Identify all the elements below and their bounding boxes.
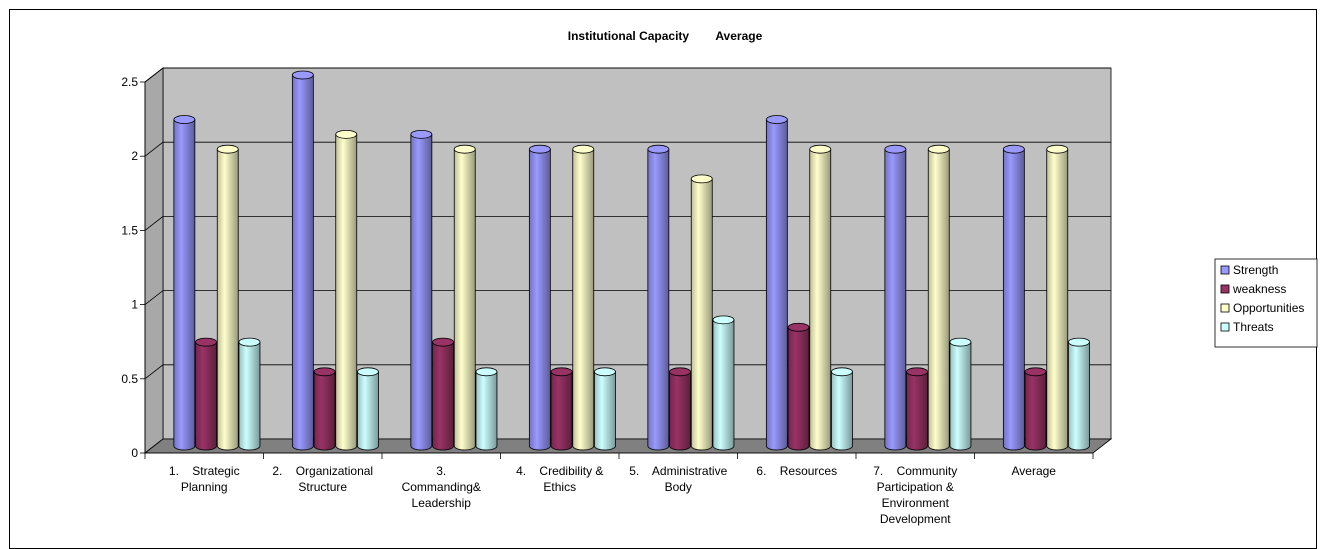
y-tick-label: 2.5 — [121, 75, 138, 89]
bar-top-opportunities-7 — [927, 144, 950, 154]
legend-swatch — [1220, 322, 1230, 332]
bar-top-strength-5 — [647, 144, 670, 154]
bar-top-weakness-1 — [195, 337, 217, 347]
bar-top-threats-4 — [594, 367, 616, 377]
bar-weakness-6 — [787, 326, 810, 451]
x-category-label: 2. Organizational Structure — [272, 464, 373, 494]
bar-opportunities-5 — [690, 178, 713, 451]
x-category-label: 1. Strategic Planning — [169, 464, 240, 494]
bar-opportunities-3 — [453, 148, 476, 451]
legend-box — [1214, 258, 1318, 348]
bar-top-opportunities-5 — [690, 174, 713, 184]
bar-strength-7 — [884, 148, 907, 451]
bar-top-strength-8 — [1002, 144, 1025, 154]
bar-top-strength-2 — [291, 70, 314, 80]
y-tick-label: 0.5 — [121, 372, 138, 386]
bar-strength-4 — [528, 148, 551, 451]
bar-weakness-1 — [195, 341, 217, 451]
chart-side-wall — [144, 67, 164, 454]
y-tick-label: 1.5 — [121, 223, 138, 237]
bar-top-opportunities-3 — [453, 144, 476, 154]
bar-opportunities-7 — [927, 148, 950, 451]
bar-weakness-5 — [669, 371, 691, 451]
gridline — [144, 67, 1111, 83]
bar-top-weakness-7 — [906, 367, 928, 377]
legend-label: Strength — [1233, 263, 1278, 277]
bar-top-strength-1 — [173, 115, 196, 124]
bar-top-weakness-2 — [313, 367, 336, 377]
legend-swatch — [1220, 303, 1230, 313]
bar-top-threats-6 — [831, 367, 853, 377]
legend-swatch — [1220, 284, 1230, 294]
bar-top-strength-3 — [410, 129, 433, 139]
bar-top-threats-5 — [712, 315, 735, 325]
bar-opportunities-1 — [216, 148, 239, 451]
bar-weakness-7 — [906, 371, 928, 451]
bar-top-strength-6 — [765, 115, 788, 124]
x-category-label: 6. Resources — [756, 464, 837, 478]
legend-swatch — [1220, 265, 1230, 275]
bar-threats-6 — [831, 371, 853, 451]
gridline — [144, 215, 1111, 231]
bar-top-weakness-6 — [787, 322, 810, 332]
bar-top-threats-1 — [238, 337, 261, 347]
gridline — [144, 141, 1111, 157]
bar-strength-6 — [765, 119, 788, 451]
y-tick-label: 2 — [131, 149, 138, 163]
bar-threats-3 — [475, 371, 498, 451]
bar-top-strength-4 — [528, 144, 551, 154]
bar-top-weakness-3 — [432, 337, 454, 347]
bar-opportunities-4 — [572, 148, 595, 451]
x-category-label: 3. Commanding& Leadership — [402, 464, 481, 510]
bar-threats-5 — [712, 319, 735, 451]
bar-top-threats-2 — [357, 367, 379, 377]
x-category-label: 7. Community Participation & Environment De… — [873, 464, 957, 526]
bar-strength-3 — [410, 133, 433, 451]
bar-top-opportunities-1 — [216, 144, 239, 154]
bar-top-opportunities-6 — [809, 144, 832, 154]
bar-opportunities-6 — [809, 148, 832, 451]
bar-top-threats-3 — [475, 367, 498, 377]
bar-strength-8 — [1002, 148, 1025, 451]
bar-strength-1 — [173, 119, 196, 451]
bar-top-threats-8 — [1068, 337, 1090, 347]
bar-threats-2 — [357, 371, 379, 451]
bar-strength-2 — [291, 74, 314, 451]
legend-label: Threats — [1233, 320, 1274, 334]
bar-strength-5 — [647, 148, 670, 451]
x-category-label: 4. Credibility & Ethics — [516, 464, 603, 494]
bar-threats-1 — [238, 341, 261, 451]
bar-weakness-8 — [1024, 371, 1047, 451]
legend-label: Opportunities — [1233, 301, 1304, 315]
bar-opportunities-2 — [335, 133, 358, 451]
bar-top-strength-7 — [884, 144, 907, 154]
bar-top-weakness-8 — [1024, 367, 1047, 377]
bar-threats-8 — [1068, 341, 1090, 451]
bar-weakness-2 — [313, 371, 336, 451]
bar-top-weakness-5 — [669, 367, 691, 377]
bar-threats-7 — [949, 341, 972, 451]
x-category-label: Average — [1012, 464, 1057, 478]
bar-top-weakness-4 — [550, 367, 573, 377]
legend-label: weakness — [1232, 282, 1286, 296]
bar-top-opportunities-4 — [572, 144, 595, 154]
bar-top-opportunities-8 — [1046, 144, 1069, 154]
y-tick-label: 0 — [131, 446, 138, 460]
bar-weakness-4 — [550, 371, 573, 451]
bar-top-opportunities-2 — [335, 129, 358, 139]
bar-weakness-3 — [432, 341, 454, 451]
bar-top-threats-7 — [949, 337, 972, 347]
x-category-label: 5. Administrative Body — [629, 464, 727, 494]
bar-opportunities-8 — [1046, 148, 1069, 451]
bar-threats-4 — [594, 371, 616, 451]
gridline — [144, 290, 1111, 305]
y-tick-label: 1 — [131, 298, 138, 312]
chart-title: Institutional Capacity Average — [568, 29, 763, 43]
